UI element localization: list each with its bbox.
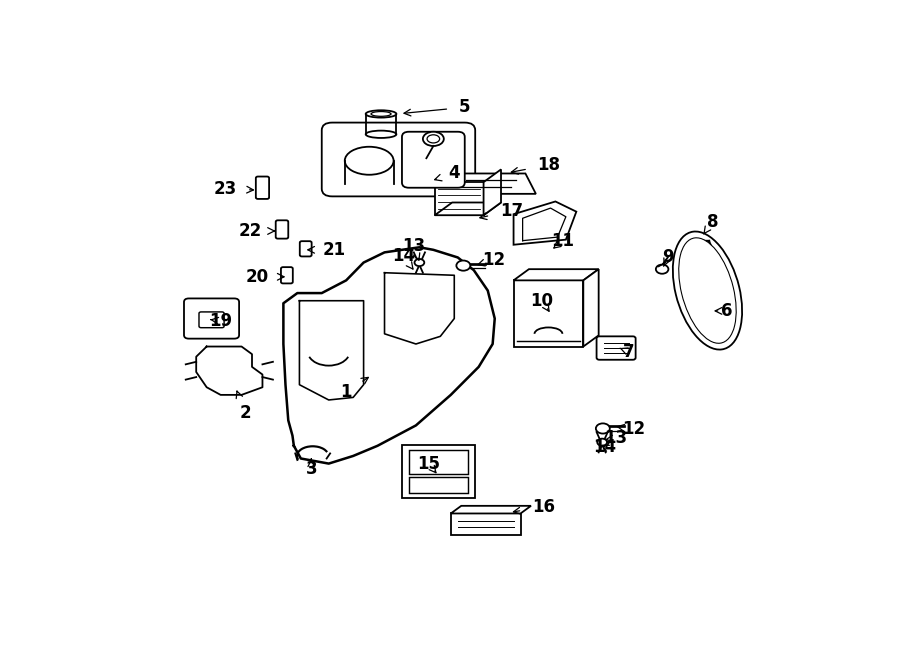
Ellipse shape [428,135,439,143]
Circle shape [598,439,607,446]
Text: 1: 1 [340,377,368,401]
Ellipse shape [365,131,396,138]
Text: 5: 5 [404,98,471,116]
Text: 9: 9 [662,249,673,266]
Ellipse shape [423,132,444,146]
Text: 13: 13 [402,237,426,260]
Polygon shape [451,506,531,514]
Text: 21: 21 [308,241,346,259]
FancyBboxPatch shape [300,241,311,256]
Polygon shape [451,514,520,535]
Text: 19: 19 [209,312,232,330]
Text: 2: 2 [236,391,251,422]
Text: 18: 18 [511,156,561,174]
Circle shape [656,264,669,274]
Circle shape [596,424,610,434]
Text: 12: 12 [478,251,505,269]
Text: 6: 6 [716,302,732,320]
Circle shape [415,259,424,266]
Polygon shape [514,269,598,280]
FancyBboxPatch shape [402,132,464,188]
Text: 22: 22 [239,222,274,240]
Text: 8: 8 [704,213,718,234]
Text: 11: 11 [551,232,574,250]
FancyBboxPatch shape [256,176,269,199]
FancyBboxPatch shape [281,267,292,284]
Ellipse shape [679,238,736,343]
Text: 23: 23 [214,180,254,198]
Ellipse shape [673,231,742,350]
FancyBboxPatch shape [597,336,635,360]
FancyBboxPatch shape [184,298,239,338]
Polygon shape [409,449,468,474]
FancyBboxPatch shape [275,220,288,239]
Text: 3: 3 [305,459,317,478]
Polygon shape [583,269,599,346]
FancyBboxPatch shape [199,312,224,328]
Text: 7: 7 [620,342,634,361]
Text: 4: 4 [435,165,460,182]
Polygon shape [455,173,536,194]
Text: 15: 15 [417,455,440,473]
Ellipse shape [345,147,393,175]
Polygon shape [514,280,583,346]
Ellipse shape [371,112,391,116]
Polygon shape [514,202,576,245]
FancyBboxPatch shape [321,122,475,196]
Text: 12: 12 [617,420,646,438]
Polygon shape [401,444,475,498]
Polygon shape [435,202,501,215]
Text: 17: 17 [480,202,523,219]
Text: 10: 10 [531,292,554,311]
Text: 14: 14 [593,438,616,456]
Text: 20: 20 [246,268,284,286]
Polygon shape [435,182,483,215]
Text: 13: 13 [605,429,627,447]
Polygon shape [409,477,468,493]
Text: 16: 16 [513,498,555,516]
Ellipse shape [365,110,396,118]
Circle shape [456,260,471,271]
Polygon shape [483,169,501,215]
Text: 14: 14 [392,247,415,269]
